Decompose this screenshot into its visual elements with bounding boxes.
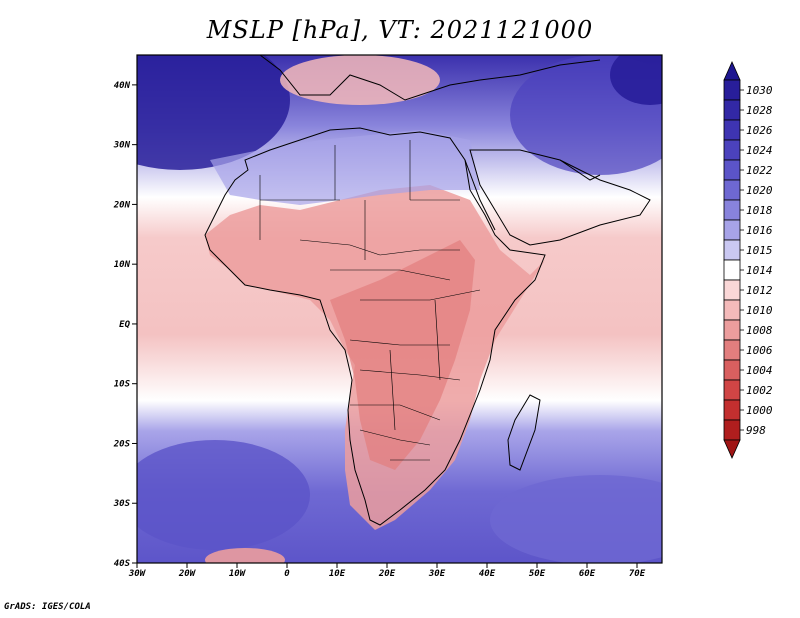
colorbar-swatch <box>723 99 741 121</box>
colorbar-label: 1016 <box>746 224 773 237</box>
colorbar-label: 1010 <box>746 304 773 317</box>
lon-tick-label: 50E <box>529 569 546 579</box>
colorbar-label: 1018 <box>746 204 773 217</box>
map-title: MSLP [hPa], VT: 2021121000 <box>206 16 594 44</box>
colorbar-label: 998 <box>746 424 766 437</box>
map-frame <box>136 54 663 564</box>
colorbar-swatch <box>723 339 741 361</box>
colorbar-swatch <box>723 199 741 221</box>
high-south-atlantic <box>137 440 310 550</box>
colorbar-label: 1028 <box>746 104 773 117</box>
africa-coastline <box>204 127 546 526</box>
colorbar-swatch <box>723 219 741 241</box>
madagascar-coastline <box>507 394 541 471</box>
lon-tick-label: 10E <box>329 569 346 579</box>
lon-tick-label: 20W <box>178 569 197 579</box>
pressure-field <box>137 55 662 563</box>
colorbar-swatch <box>723 399 741 421</box>
colorbar-swatch <box>723 139 741 161</box>
colorbar-label: 1008 <box>746 324 773 337</box>
mslp-map: 40N 30N 20N 10N EQ 10S 20S 30S 40S 30W 20W 10W 0 10E… <box>113 54 773 579</box>
colorbar-label: 1022 <box>746 164 773 177</box>
high-arabia <box>510 55 662 175</box>
colorbar: 1030 1028 1026 1024 1022 1020 1018 1016 1015 1014… <box>723 61 773 459</box>
lat-tick-label: 10N <box>114 260 131 270</box>
low-mediterranean <box>280 55 440 105</box>
high-far-east <box>610 55 662 105</box>
colorbar-swatch <box>723 299 741 321</box>
colorbar-label: 1012 <box>746 284 773 297</box>
lon-axis: 30W 20W 10W 0 10E 20E 30E 40E 50E 60E 70E <box>128 563 646 579</box>
lon-tick-label: 30E <box>428 569 446 579</box>
persian-gulf <box>559 159 601 181</box>
high-south-indian <box>490 475 662 563</box>
colorbar-swatch <box>723 119 741 141</box>
lat-tick-label: 20N <box>113 200 131 210</box>
sahara-high <box>210 130 480 205</box>
lon-tick-label: 20E <box>378 569 396 579</box>
lon-tick-label: 70E <box>629 569 646 579</box>
lon-tick-label: 30W <box>128 569 147 579</box>
coastlines <box>204 55 651 526</box>
lat-tick-label: 20S <box>113 439 131 449</box>
colorbar-swatch <box>723 239 741 261</box>
lat-tick-label: 30N <box>113 141 131 151</box>
arabia-coastline <box>469 149 651 246</box>
credit-text: GrADS: IGES/COLA <box>4 602 91 612</box>
country-borders <box>259 140 481 461</box>
lat-tick-label: 40N <box>114 81 131 91</box>
colorbar-label: 1014 <box>746 264 773 277</box>
colorbar-label: 1020 <box>746 184 773 197</box>
lat-tick-label: EQ <box>119 320 130 330</box>
lat-tick-label: 30S <box>113 499 131 509</box>
lon-tick-label: 0 <box>284 569 290 579</box>
colorbar-swatch <box>723 419 741 441</box>
colorbar-swatch <box>723 179 741 201</box>
africa-deep-low <box>330 240 475 470</box>
low-south-west <box>205 548 285 563</box>
colorbar-label: 1015 <box>746 244 773 257</box>
colorbar-label: 1030 <box>746 84 773 97</box>
colorbar-label: 1024 <box>746 144 773 157</box>
lon-tick-label: 10W <box>229 569 247 579</box>
colorbar-label: 1026 <box>746 124 773 137</box>
lat-tick-label: 40S <box>114 559 131 569</box>
lon-tick-label: 60E <box>579 569 596 579</box>
lat-tick-label: 10S <box>114 380 131 390</box>
colorbar-swatch <box>723 379 741 401</box>
colorbar-swatch <box>723 279 741 301</box>
lon-tick-label: 40E <box>479 569 496 579</box>
red-sea <box>464 159 496 231</box>
colorbar-label: 1006 <box>746 344 773 357</box>
colorbar-label: 1002 <box>746 384 773 397</box>
colorbar-swatch <box>723 259 741 281</box>
lat-axis: 40N 30N 20N 10N EQ 10S 20S 30S 40S <box>113 81 137 569</box>
colorbar-swatch <box>723 359 741 381</box>
colorbar-label: 1004 <box>746 364 773 377</box>
europe-coastline <box>259 55 601 101</box>
colorbar-top-triangle <box>723 61 741 81</box>
colorbar-swatch <box>723 319 741 341</box>
high-north-atlantic <box>137 55 290 170</box>
colorbar-swatch <box>723 79 741 101</box>
colorbar-swatch <box>723 159 741 181</box>
colorbar-label: 1000 <box>746 404 773 417</box>
colorbar-bottom-triangle <box>723 439 741 459</box>
